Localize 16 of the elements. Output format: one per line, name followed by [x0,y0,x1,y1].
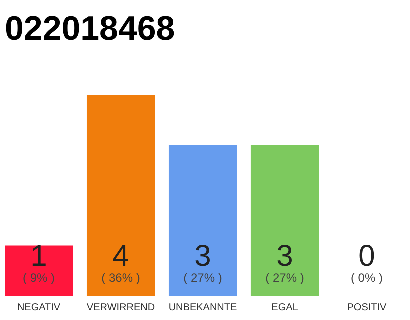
data-label: 1 [30,240,48,273]
x-tick-label: UNBEKANNTE [168,302,238,314]
x-tick-label: NEGATIV [17,302,61,314]
annotation: ( 27% ) [266,271,304,285]
x-tick-label: VERWIRREND [86,302,156,314]
x-tick-label: POSITIV [347,302,388,314]
data-label: 3 [194,240,212,273]
x-tick-label: EGAL [272,302,299,314]
data-label: 4 [112,240,130,273]
annotation: ( 27% ) [184,271,222,285]
annotation: ( 0% ) [350,271,383,285]
data-label: 3 [276,240,294,273]
chart-title: 022018468 [5,10,176,48]
annotation: ( 36% ) [102,271,140,285]
data-label: 0 [358,240,376,273]
annotation: ( 9% ) [23,271,56,285]
